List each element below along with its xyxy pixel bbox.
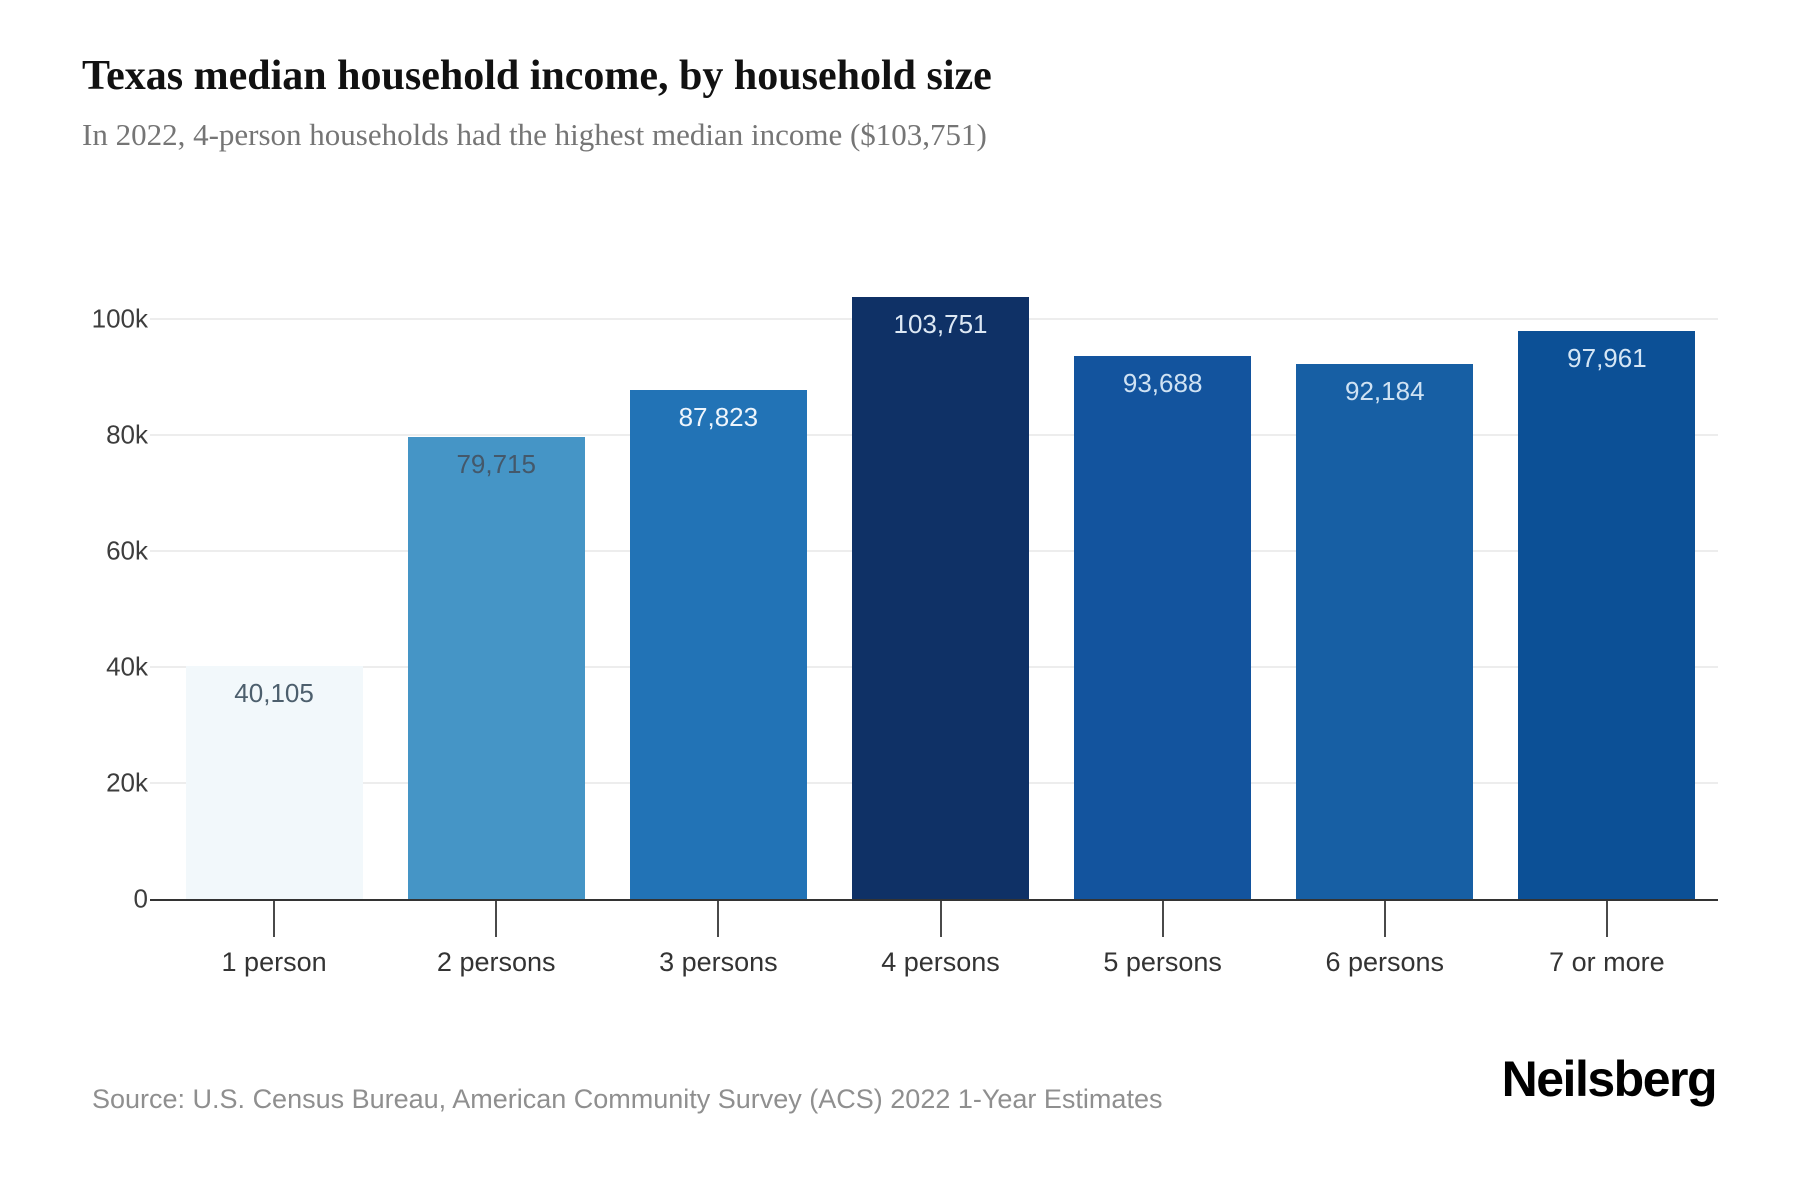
- bar-value-label: 79,715: [456, 448, 536, 479]
- source-note: Source: U.S. Census Bureau, American Com…: [92, 1084, 1163, 1114]
- y-axis-tick-label: 40k: [106, 651, 148, 682]
- x-axis-label: 6 persons: [1325, 947, 1445, 977]
- x-axis-label: 5 persons: [1103, 947, 1222, 977]
- bar-1-person: 40,105: [185, 666, 363, 899]
- y-axis-tick-label: 0: [133, 883, 148, 914]
- bar-value-label: 97,961: [1567, 342, 1647, 373]
- x-axis-tick: [273, 901, 276, 937]
- x-axis-label: 2 persons: [436, 947, 556, 977]
- x-axis-tick: [495, 901, 498, 937]
- y-axis-tick-label: 60k: [106, 535, 148, 566]
- bar-value-label: 92,184: [1345, 376, 1425, 407]
- bar-3-persons: 87,823: [629, 389, 807, 899]
- x-axis-label: 1 person: [221, 947, 327, 977]
- bar-value-label: 87,823: [678, 401, 759, 432]
- bar-6-persons: 92,184: [1296, 364, 1474, 899]
- x-axis-tick: [1605, 901, 1608, 937]
- bar-value-label: 40,105: [234, 678, 314, 709]
- bar-2-persons: 79,715: [407, 436, 585, 899]
- page-subtitle: In 2022, 4-person households had the hig…: [82, 117, 987, 152]
- x-axis-tick: [717, 901, 720, 937]
- y-axis-tick-label: 100k: [91, 303, 148, 334]
- x-axis-label: 7 or more: [1549, 947, 1665, 977]
- x-axis-tick: [1161, 901, 1164, 937]
- bar-value-label: 103,751: [893, 309, 988, 340]
- x-axis-label: 3 persons: [659, 947, 778, 977]
- bar-4-persons: 103,751: [852, 297, 1029, 899]
- y-axis-tick-label: 80k: [106, 419, 148, 450]
- x-axis-label: 4 persons: [881, 947, 1000, 977]
- y-axis-tick-label: 20k: [106, 767, 148, 798]
- bar-value-label: 93,688: [1122, 367, 1203, 398]
- bar-5-persons: 93,688: [1074, 355, 1252, 899]
- page-title: Texas median household income, by househ…: [82, 53, 992, 99]
- neilsberg-logo: Neilsberg: [1501, 1051, 1718, 1107]
- bar-7-or-more: 97,961: [1518, 330, 1696, 899]
- x-axis-tick: [1383, 901, 1386, 937]
- x-axis-line: [150, 899, 1718, 901]
- x-axis-tick: [939, 901, 942, 937]
